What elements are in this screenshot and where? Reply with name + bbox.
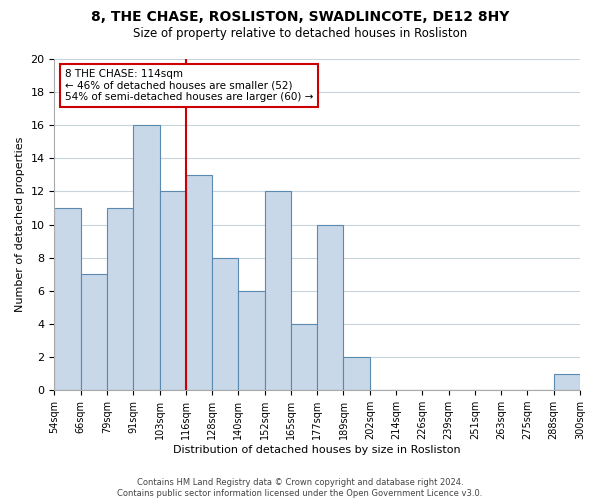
Y-axis label: Number of detached properties: Number of detached properties: [15, 137, 25, 312]
Bar: [107, 208, 133, 390]
X-axis label: Distribution of detached houses by size in Rosliston: Distribution of detached houses by size …: [173, 445, 461, 455]
Bar: [554, 374, 580, 390]
Bar: [160, 192, 186, 390]
Bar: [212, 258, 238, 390]
Text: Contains HM Land Registry data © Crown copyright and database right 2024.
Contai: Contains HM Land Registry data © Crown c…: [118, 478, 482, 498]
Bar: [265, 192, 291, 390]
Bar: [317, 224, 343, 390]
Bar: [343, 357, 370, 390]
Bar: [80, 274, 107, 390]
Bar: [186, 175, 212, 390]
Text: 8, THE CHASE, ROSLISTON, SWADLINCOTE, DE12 8HY: 8, THE CHASE, ROSLISTON, SWADLINCOTE, DE…: [91, 10, 509, 24]
Bar: [238, 291, 265, 390]
Text: Size of property relative to detached houses in Rosliston: Size of property relative to detached ho…: [133, 28, 467, 40]
Bar: [133, 125, 160, 390]
Bar: [55, 208, 80, 390]
Bar: [291, 324, 317, 390]
Text: 8 THE CHASE: 114sqm
← 46% of detached houses are smaller (52)
54% of semi-detach: 8 THE CHASE: 114sqm ← 46% of detached ho…: [65, 69, 313, 102]
